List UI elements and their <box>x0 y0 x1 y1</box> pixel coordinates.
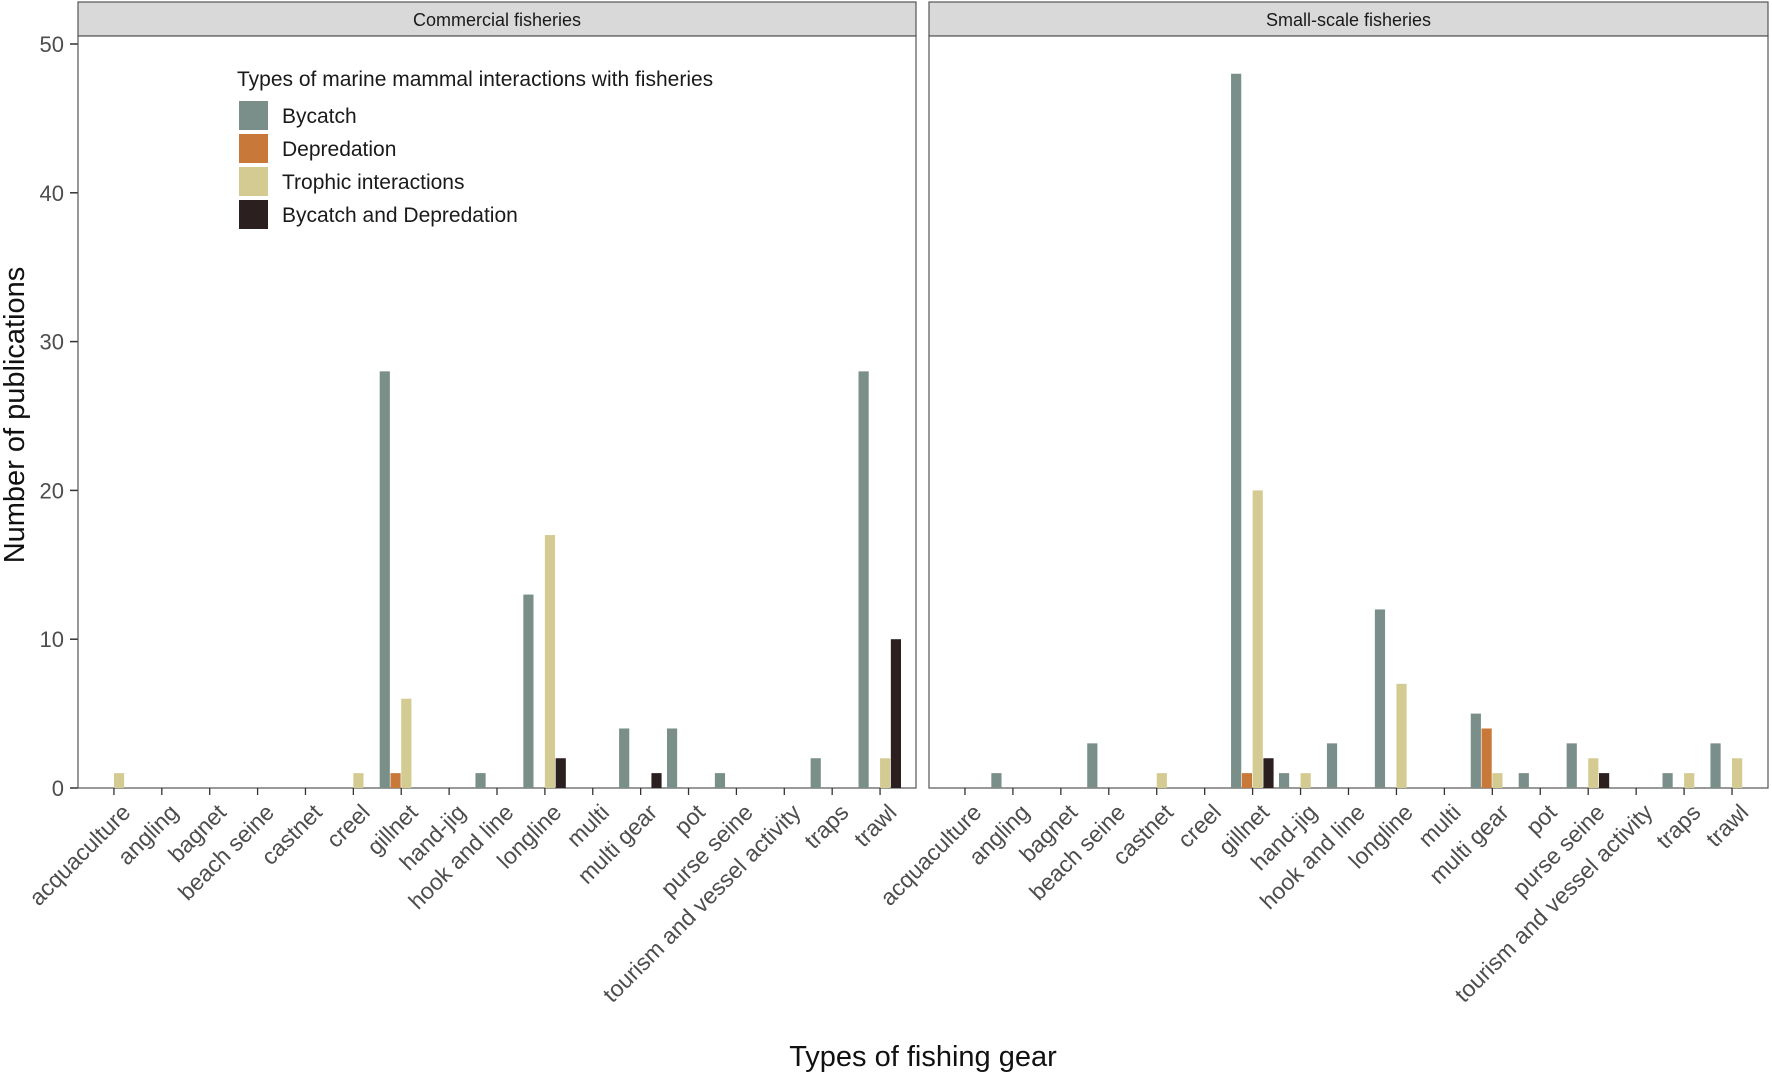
bar-bycatch <box>810 758 821 788</box>
panel-title: Small-scale fisheries <box>1266 10 1431 30</box>
legend-swatch <box>239 101 268 130</box>
legend-label: Depredation <box>282 138 396 161</box>
plot-area <box>928 35 1769 789</box>
x-tick-label: traps <box>799 799 854 854</box>
legend-swatch <box>239 134 268 163</box>
bar-bycatch <box>379 371 390 788</box>
y-tick-label: 0 <box>52 776 64 801</box>
x-axis-label: Types of fishing gear <box>789 1041 1057 1073</box>
bar-bycatch <box>1326 743 1338 788</box>
bar-bycatch <box>1710 743 1721 788</box>
y-tick-label: 10 <box>40 627 64 652</box>
bar-bycatch <box>1087 743 1098 788</box>
bar-bycatch <box>666 728 678 788</box>
bar-trophic-interactions <box>113 773 125 788</box>
bar-bycatch <box>475 773 486 788</box>
panel-commercial: Commercial fisheriesacquacultureanglingb… <box>24 1 917 1007</box>
x-tick-label: traps <box>1651 799 1706 854</box>
bar-bycatch <box>1374 609 1386 788</box>
bar-trophic-interactions <box>880 758 891 788</box>
bar-trophic-interactions <box>544 535 556 788</box>
bar-bycatch <box>1518 773 1529 788</box>
panels: Commercial fisheriesacquacultureanglingb… <box>24 1 1769 1007</box>
bar-bycatch <box>523 594 534 788</box>
bar-bycatch-and-depredation <box>555 758 566 788</box>
bar-bycatch-and-depredation <box>651 773 662 788</box>
bar-trophic-interactions <box>1588 758 1599 788</box>
y-axis: 0 10 20 30 40 50 <box>40 32 78 801</box>
legend-title: Types of marine mammal interactions with… <box>237 68 713 91</box>
bar-bycatch <box>1231 73 1242 788</box>
y-tick-label: 30 <box>40 330 64 355</box>
bar-bycatch <box>858 371 869 788</box>
y-axis-label: Number of publications <box>0 267 31 564</box>
bar-depredation <box>390 773 401 788</box>
legend-label: Bycatch <box>282 105 357 128</box>
plot-area <box>77 35 917 789</box>
bar-depredation <box>1241 773 1253 788</box>
bar-bycatch-and-depredation <box>1598 773 1610 788</box>
bar-trophic-interactions <box>1396 683 1407 788</box>
legend-swatch <box>239 167 268 196</box>
bar-trophic-interactions <box>1684 773 1695 788</box>
bar-bycatch <box>619 728 630 788</box>
bar-trophic-interactions <box>1300 773 1311 788</box>
y-tick-label: 40 <box>40 181 64 206</box>
bar-trophic-interactions <box>1492 773 1503 788</box>
y-tick-label: 50 <box>40 32 64 57</box>
legend: Types of marine mammal interactions with… <box>237 68 713 229</box>
bar-bycatch <box>1278 773 1290 788</box>
bar-bycatch <box>714 773 726 788</box>
bar-trophic-interactions <box>401 698 412 788</box>
x-tick-label: trawl <box>849 799 902 852</box>
bar-bycatch-and-depredation <box>1263 758 1274 788</box>
panel-small-scale: Small-scale fisheriesacquacultureangling… <box>875 1 1769 1007</box>
bar-trophic-interactions <box>1252 490 1263 788</box>
legend-swatch <box>239 200 268 229</box>
y-tick-label: 20 <box>40 478 64 503</box>
bar-depredation <box>1481 728 1492 788</box>
x-tick-label: trawl <box>1701 799 1754 852</box>
bar-trophic-interactions <box>1732 758 1743 788</box>
legend-label: Trophic interactions <box>282 171 464 194</box>
bar-bycatch <box>1470 713 1481 788</box>
bar-trophic-interactions <box>1156 773 1167 788</box>
panel-strip <box>928 1 1769 37</box>
legend-label: Bycatch and Depredation <box>282 204 518 227</box>
bar-bycatch-and-depredation <box>890 639 902 788</box>
bar-bycatch <box>1566 743 1577 788</box>
panel-title: Commercial fisheries <box>413 10 581 30</box>
bar-trophic-interactions <box>353 773 364 788</box>
bar-bycatch <box>991 773 1002 788</box>
bar-bycatch <box>1662 773 1673 788</box>
